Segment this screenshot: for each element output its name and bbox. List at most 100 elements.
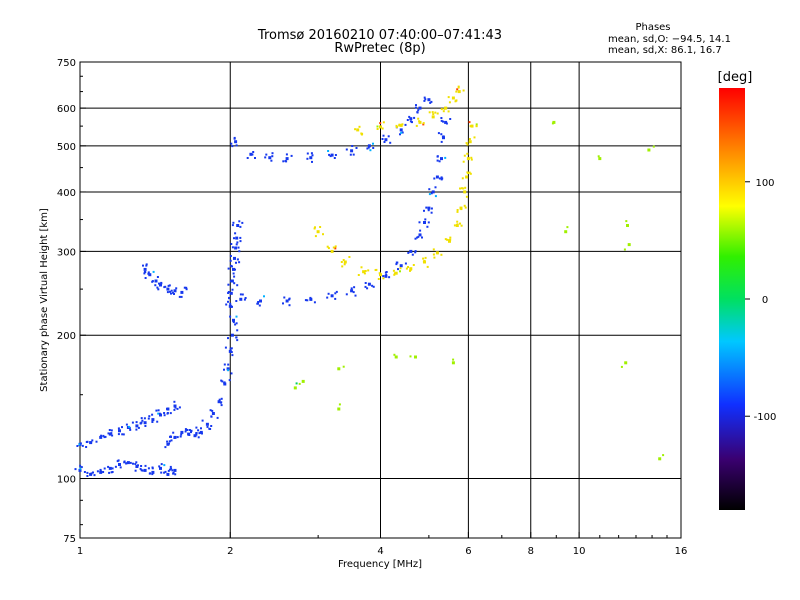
- data-point: [409, 117, 413, 121]
- data-point: [407, 266, 409, 268]
- data-point: [350, 287, 353, 290]
- data-point: [238, 261, 241, 264]
- y-tick-label: 100: [57, 475, 76, 486]
- data-point: [418, 106, 422, 110]
- data-point: [465, 142, 468, 145]
- data-point: [236, 329, 239, 332]
- data-point: [343, 260, 347, 264]
- data-point: [399, 128, 403, 132]
- data-point: [231, 288, 234, 291]
- data-point: [399, 264, 403, 268]
- data-point: [395, 126, 398, 129]
- data-point: [451, 361, 455, 365]
- stats-line-x: mean, sd,X: 86.1, 16.7: [608, 45, 722, 56]
- data-point: [239, 297, 243, 301]
- data-point: [455, 99, 458, 102]
- data-point: [108, 429, 111, 431]
- data-point: [234, 323, 237, 326]
- colorbar-ticks: 100 0 -100: [745, 178, 776, 423]
- y-axis-label: Stationary phase Virtual Height [km]: [39, 208, 50, 392]
- data-point: [430, 207, 433, 210]
- data-point: [185, 286, 188, 289]
- data-point: [409, 267, 413, 271]
- data-point: [234, 140, 238, 144]
- data-point: [172, 431, 175, 434]
- data-point: [456, 220, 459, 223]
- data-point: [423, 221, 426, 224]
- data-point: [388, 276, 391, 279]
- data-point: [566, 226, 569, 229]
- data-point: [411, 253, 414, 256]
- data-point: [470, 158, 473, 161]
- data-point: [433, 177, 436, 180]
- data-point: [282, 160, 285, 163]
- data-point: [227, 369, 230, 372]
- data-point: [86, 471, 89, 474]
- data-point: [288, 297, 291, 300]
- data-point: [271, 152, 274, 155]
- data-point: [352, 153, 355, 156]
- data-point: [468, 121, 471, 124]
- data-point: [110, 432, 113, 435]
- data-point: [233, 282, 236, 285]
- data-point: [462, 89, 465, 92]
- data-point: [382, 275, 385, 278]
- data-point: [449, 236, 452, 239]
- data-point: [122, 433, 125, 436]
- data-point: [460, 208, 463, 211]
- data-point: [121, 426, 123, 429]
- data-point: [470, 124, 474, 128]
- data-point: [229, 255, 232, 257]
- data-point: [395, 124, 398, 127]
- data-point: [241, 293, 244, 296]
- colorbar-tick-label: -100: [754, 412, 777, 423]
- data-point: [428, 193, 431, 196]
- data-point: [236, 224, 240, 227]
- data-point: [172, 471, 175, 474]
- data-point: [166, 407, 168, 410]
- data-point: [423, 209, 425, 212]
- data-point: [256, 302, 259, 305]
- data-point: [169, 412, 172, 415]
- data-point: [173, 400, 176, 403]
- data-point: [239, 225, 242, 228]
- data-point: [163, 414, 166, 417]
- data-point: [335, 290, 338, 293]
- data-point: [469, 125, 472, 128]
- x-tick-label: 10: [573, 546, 586, 557]
- data-point: [352, 291, 355, 294]
- data-point: [440, 253, 443, 256]
- data-point: [448, 101, 451, 104]
- data-point: [117, 433, 120, 436]
- data-point: [404, 123, 407, 126]
- data-point: [304, 299, 307, 302]
- data-point: [378, 272, 381, 275]
- data-point: [412, 264, 415, 266]
- data-point: [99, 470, 103, 474]
- data-point: [442, 136, 445, 140]
- data-point: [306, 157, 309, 160]
- data-point: [216, 416, 219, 419]
- data-point: [229, 291, 233, 295]
- data-point: [157, 288, 160, 291]
- data-point: [440, 140, 443, 143]
- data-point: [229, 315, 232, 318]
- data-point: [411, 121, 413, 124]
- data-point: [417, 109, 420, 112]
- data-point: [399, 133, 401, 136]
- data-point: [250, 153, 253, 156]
- data-point: [440, 108, 443, 111]
- data-point: [416, 236, 419, 239]
- data-point: [334, 247, 337, 250]
- data-point: [332, 246, 335, 249]
- data-point: [86, 475, 89, 477]
- data-point: [306, 152, 309, 155]
- data-point: [463, 154, 466, 157]
- data-point: [179, 435, 182, 438]
- data-point: [623, 248, 626, 251]
- data-point: [393, 353, 396, 356]
- data-point: [409, 355, 412, 358]
- data-point: [367, 146, 370, 149]
- data-point: [223, 381, 226, 384]
